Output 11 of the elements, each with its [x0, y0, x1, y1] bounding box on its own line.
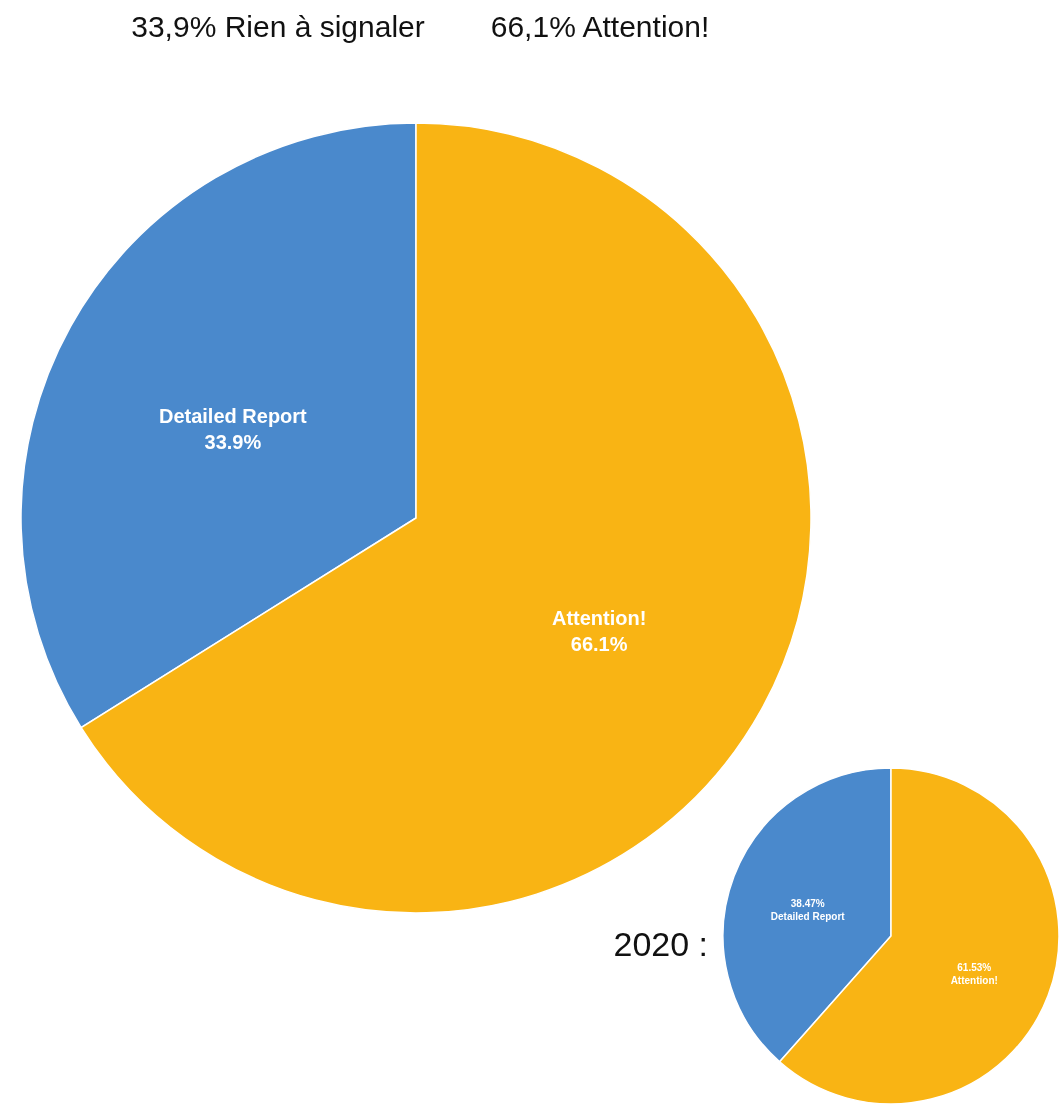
data-label: 38.47% [790, 898, 825, 910]
data-label: 61.53% [957, 961, 992, 973]
text: 2020 : [613, 925, 708, 963]
slice-label: Detailed Report [158, 404, 308, 427]
text: 66,1% Attention! [490, 10, 710, 43]
slice-label: Detailed Report [770, 911, 846, 923]
slice-label: Attention! [551, 607, 647, 630]
text: 33,9% Rien à signaler [131, 10, 425, 43]
slice-label: Attention! [950, 974, 998, 986]
data-label: 33.9% [204, 430, 262, 453]
data-label: 66.1% [570, 633, 628, 656]
